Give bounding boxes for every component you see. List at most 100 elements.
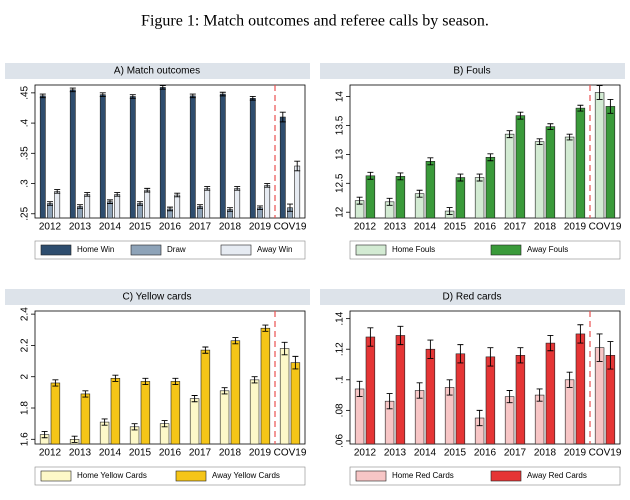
figure-title: Figure 1: Match outcomes and referee cal… <box>141 13 489 30</box>
error-bar <box>47 201 53 206</box>
bar <box>110 377 121 445</box>
x-tick-label: 2016 <box>474 448 497 459</box>
legend-box <box>349 240 621 260</box>
y-tick-label: .06 <box>335 434 346 448</box>
error-bar <box>596 85 603 100</box>
bar <box>534 141 545 219</box>
legend-swatch <box>490 470 522 482</box>
y-tick-label: .35 <box>20 146 31 160</box>
bar <box>249 98 256 219</box>
y-tick-label: .45 <box>20 85 31 99</box>
error-bar <box>129 94 136 99</box>
x-tick-label: 2012 <box>354 448 377 459</box>
y-tick-label: .4 <box>20 118 31 127</box>
bar <box>564 136 575 219</box>
panel-header <box>320 63 625 79</box>
legend-box <box>34 466 306 486</box>
bar <box>129 96 136 219</box>
x-tick-label: 2013 <box>384 222 407 233</box>
error-bar <box>292 355 299 370</box>
x-tick-label: 2015 <box>129 448 152 459</box>
x-tick-label: 2017 <box>189 222 212 233</box>
bar <box>294 165 301 219</box>
legend-swatch <box>355 470 387 482</box>
bar <box>395 176 406 219</box>
y-tick-label: 2 <box>20 373 31 379</box>
y-tick-label: 13.5 <box>335 115 346 135</box>
error-bar <box>137 201 143 206</box>
x-tick-label: COV19 <box>274 222 307 233</box>
x-tick-label: 2012 <box>39 448 62 459</box>
legend-label: Away Red Cards <box>527 471 587 480</box>
error-bar <box>101 418 108 426</box>
error-bar <box>287 203 293 212</box>
error-bar <box>566 371 573 388</box>
bar <box>365 175 376 219</box>
y-tick-label: .3 <box>20 179 31 188</box>
error-bar <box>607 341 614 370</box>
bar <box>594 92 605 219</box>
plot-area <box>34 84 306 219</box>
error-bar <box>596 333 603 362</box>
bar <box>545 126 556 219</box>
error-bar <box>99 92 106 97</box>
error-bar <box>77 204 83 209</box>
error-bar <box>536 138 543 146</box>
bar <box>54 191 61 219</box>
error-bar <box>114 192 121 197</box>
error-bar <box>457 344 464 364</box>
error-bar <box>221 387 228 395</box>
error-bar <box>386 393 393 410</box>
x-tick-label: 2013 <box>69 448 92 459</box>
error-bar <box>547 335 554 352</box>
error-bar <box>174 192 181 198</box>
plot-area <box>349 310 621 445</box>
bar <box>425 161 436 219</box>
legend-box <box>349 466 621 486</box>
bar <box>425 348 436 445</box>
bar <box>50 382 61 445</box>
bar <box>99 94 106 219</box>
panel-header <box>5 63 310 79</box>
legend-label: Away Fouls <box>527 245 568 254</box>
legend-swatch <box>175 470 207 482</box>
x-tick-label: 2018 <box>219 222 242 233</box>
bar <box>189 398 200 445</box>
bar <box>234 188 241 219</box>
error-bar <box>112 374 119 382</box>
y-tick-label: .1 <box>335 375 346 384</box>
bar <box>515 355 526 445</box>
bar <box>84 194 91 219</box>
error-bar <box>82 390 89 398</box>
error-bar <box>367 171 374 180</box>
x-tick-label: 2018 <box>534 448 557 459</box>
x-tick-label: 2017 <box>189 448 212 459</box>
bar <box>219 93 226 219</box>
error-bar <box>161 420 168 428</box>
bar <box>534 394 545 445</box>
error-bar <box>356 196 363 205</box>
error-bar <box>487 153 494 162</box>
bar <box>605 106 616 219</box>
bar <box>474 177 485 219</box>
y-tick-label: 1.6 <box>20 432 31 446</box>
error-bar <box>577 104 584 112</box>
x-tick-label: 2013 <box>69 222 92 233</box>
legend-swatch <box>220 244 252 256</box>
error-bar <box>416 382 423 399</box>
bar <box>279 348 290 445</box>
error-bar <box>264 183 271 188</box>
bar <box>485 356 496 445</box>
error-bar <box>191 395 198 403</box>
x-tick-label: 2014 <box>99 448 122 459</box>
error-bar <box>69 87 76 93</box>
chart-title: C) Yellow cards <box>123 292 192 303</box>
x-tick-label: 2015 <box>444 448 467 459</box>
y-tick-label: .14 <box>335 311 346 325</box>
x-tick-label: 2019 <box>564 222 587 233</box>
bar <box>80 393 91 445</box>
bar <box>174 194 181 219</box>
legend-label: Away Win <box>257 245 292 254</box>
error-bar <box>386 197 393 206</box>
